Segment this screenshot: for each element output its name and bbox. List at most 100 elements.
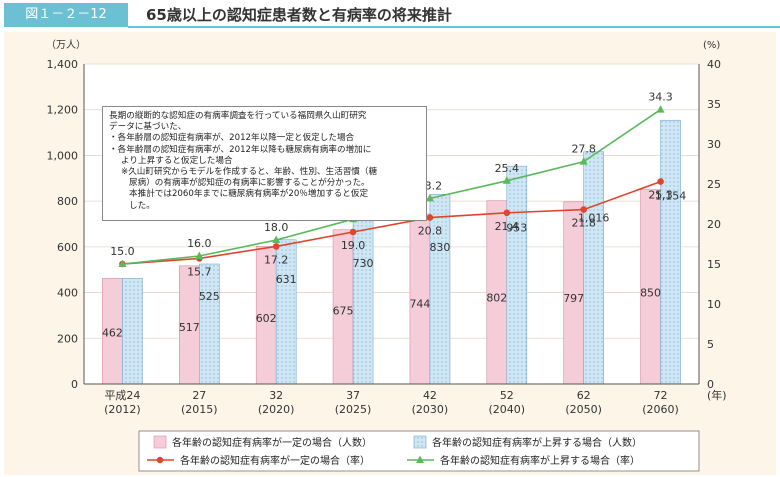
note-line: 本推計では2060年までに糖尿病有病率が20％増加すると仮定 — [129, 189, 369, 200]
bar-value-label: 1,154 — [655, 189, 687, 202]
y-right-tick-label: 35 — [707, 98, 721, 111]
legend-label: 各年齢の認知症有病率が一定の場合（率） — [180, 454, 370, 467]
line-point — [656, 105, 665, 113]
line-value-label: 19.0 — [341, 239, 366, 252]
y-left-tick-label: 800 — [57, 195, 78, 208]
bar-value-label: 675 — [333, 305, 354, 318]
x-tick-label: (2020) — [258, 403, 295, 416]
bar-value-label: 602 — [256, 312, 277, 325]
line-point — [349, 228, 357, 236]
note-line: より上昇すると仮定した場合 — [121, 155, 233, 166]
y-left-tick-label: 1,200 — [47, 104, 79, 117]
bar-value-label: 744 — [409, 297, 430, 310]
bar-value-label: 1,016 — [578, 211, 610, 224]
y-right-tick-label: 25 — [707, 178, 721, 191]
legend-label: 各年齢の認知症有病率が上昇する場合（率） — [440, 454, 640, 467]
bar-value-label: 525 — [199, 290, 220, 303]
legend-marker — [156, 456, 164, 464]
y-left-unit: （万人） — [46, 39, 86, 51]
y-right-unit: (%) — [703, 40, 720, 51]
y-right-tick-label: 5 — [707, 338, 714, 351]
legend-swatch — [153, 435, 167, 449]
line-point — [425, 193, 434, 202]
y-left-tick-label: 600 — [57, 241, 78, 254]
line-point — [272, 235, 281, 243]
line-value-label: 27.8 — [571, 143, 596, 156]
bar-value-label: 953 — [506, 222, 527, 235]
x-tick-label: 27 — [192, 389, 206, 402]
line-point — [503, 209, 511, 217]
note-line: データに基づいた、 — [109, 122, 187, 133]
y-left-tick-label: 400 — [57, 287, 78, 300]
note-line: した。 — [129, 200, 155, 211]
y-right-tick-label: 30 — [707, 138, 721, 151]
chart-panel: 0 200 400 600 800 1,000 1,200 1,400 0 5 10 15 20 25 30… — [4, 32, 776, 475]
bar — [583, 151, 604, 385]
bar-value-label: 631 — [276, 273, 297, 286]
line-value-label: 21.4 — [495, 220, 520, 233]
line-value-label: 18.0 — [264, 221, 289, 234]
y-right-tick-label: 0 — [707, 378, 714, 391]
y-left-tick-label: 200 — [57, 332, 78, 345]
figure-number: 図１－２－12 — [4, 3, 128, 27]
figure-header: 図１－２－12 65歳以上の認知症患者数と有病率の将来推計 — [0, 0, 780, 30]
line-value-label: 15.0 — [110, 245, 135, 258]
legend-swatch — [413, 435, 427, 449]
line-value-label: 15.7 — [187, 265, 212, 278]
y-right-tick-label: 10 — [707, 298, 721, 311]
x-tick-label: (2050) — [565, 403, 602, 416]
line-point — [657, 178, 664, 185]
bar-value-label: 850 — [640, 287, 661, 300]
x-tick-label: (2040) — [489, 403, 526, 416]
note-line: 尿病）の有病率が認知症の有病率に影響することが分かった。 — [129, 178, 370, 189]
note-line: ※久山町研究からモデルを作成すると、年齢、性別、生活習慣（糖 — [121, 167, 378, 178]
legend-label: 各年齢の認知症有病率が上昇する場合（人数） — [432, 436, 642, 449]
y-right-tick-label: 20 — [707, 218, 721, 231]
line-value-label: 16.0 — [187, 237, 212, 250]
x-tick-label: 52 — [500, 389, 514, 402]
x-tick-label: (2060) — [642, 403, 679, 416]
figure-title: 65歳以上の認知症患者数と有病率の将来推計 — [146, 6, 452, 24]
series-line — [122, 180, 661, 265]
legend-marker — [416, 455, 424, 463]
x-tick-label: 42 — [423, 389, 437, 402]
x-unit: (年) — [707, 388, 727, 402]
chart-svg: 0 200 400 600 800 1,000 1,200 1,400 0 5 10 15 20 25 30… — [46, 39, 727, 472]
x-tick-label: 72 — [654, 389, 668, 402]
x-tick-label: (2025) — [335, 403, 372, 416]
line-point — [272, 243, 280, 250]
bar-value-label: 730 — [353, 257, 374, 270]
note-line: ・各年齢層の認知症有病率が、2012年以降も糖尿病有病率の増加に — [109, 144, 372, 155]
x-tick-label: 平成24 — [104, 389, 140, 402]
line-point — [579, 157, 588, 165]
line-value-label: 17.2 — [264, 253, 289, 266]
line-value-label: 25.4 — [495, 162, 520, 175]
line-point — [426, 214, 434, 221]
y-left-tick-label: 0 — [71, 378, 78, 391]
line-point — [118, 259, 127, 267]
bar-value-label: 830 — [429, 241, 450, 254]
x-tick-label: 62 — [577, 389, 591, 402]
bar-value-label: 462 — [102, 326, 123, 339]
title-rule — [128, 26, 780, 28]
bar-value-label: 797 — [563, 292, 584, 305]
x-tick-label: 32 — [269, 389, 283, 402]
bar — [429, 193, 451, 385]
bar — [199, 263, 220, 385]
note-line: ・各年齢層の認知症有病率が、2012年以降一定と仮定した場合 — [109, 133, 355, 144]
bar-value-label: 517 — [179, 321, 200, 334]
bar — [122, 278, 143, 385]
bar — [506, 165, 528, 385]
line-value-label: 21.8 — [571, 217, 596, 230]
x-tick-label: (2015) — [181, 403, 218, 416]
methodology-note: 長期の縦断的な認知症の有病率調査を行っている福岡県久山町研究 データに基づいた、… — [102, 106, 427, 221]
x-tick-label: (2012) — [104, 403, 141, 416]
line-value-label: 34.3 — [648, 91, 673, 104]
bar — [660, 119, 681, 385]
x-tick-label: (2030) — [412, 403, 449, 416]
legend-label: 各年齢の認知症有病率が一定の場合（人数） — [172, 436, 372, 449]
line-point — [502, 176, 511, 184]
x-tick-label: 37 — [346, 389, 360, 402]
line-value-label: 20.8 — [418, 225, 443, 238]
